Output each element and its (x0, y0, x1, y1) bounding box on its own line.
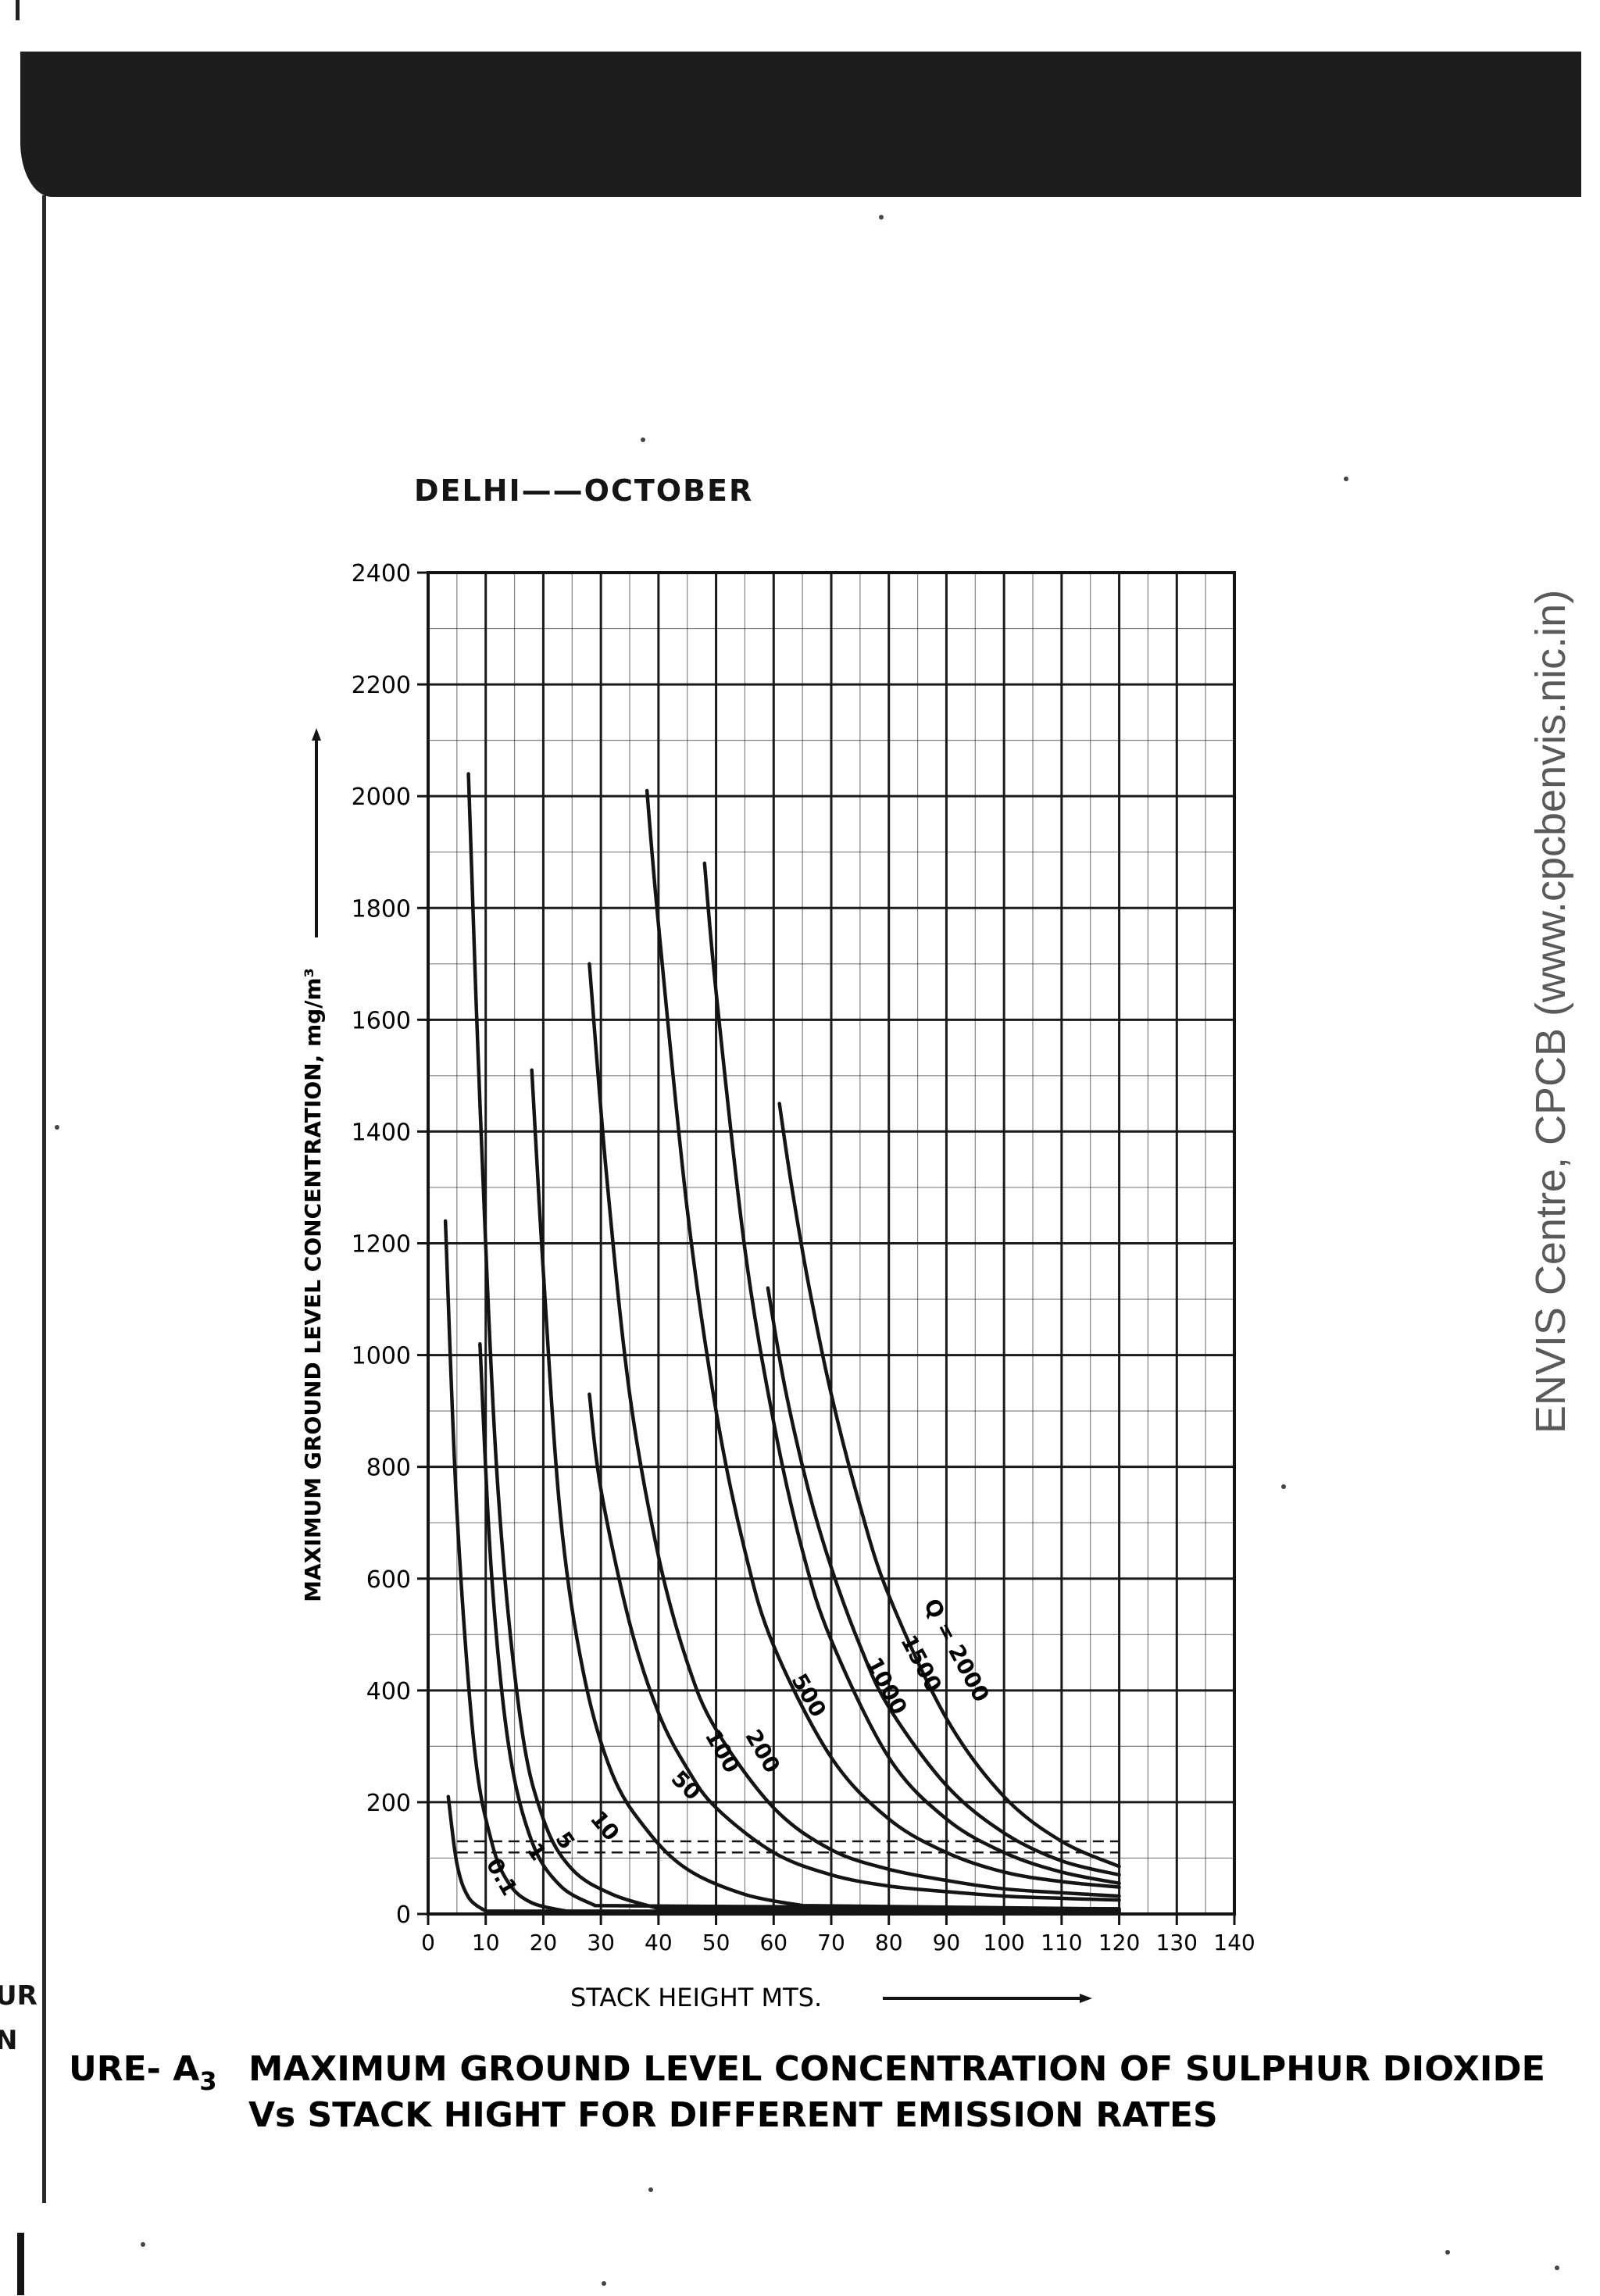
x-tick-label: 120 (1098, 1930, 1140, 1955)
curve-label: 50 (666, 1766, 706, 1805)
y-axis-label: MAXIMUM GROUND LEVEL CONCENTRATION, mg/m… (300, 968, 326, 1602)
side-text-fragment-2: N (0, 2025, 18, 2056)
y-tick-label: 0 (396, 1901, 411, 1929)
x-tick-label: 0 (421, 1930, 435, 1955)
x-axis-label: STACK HEIGHT MTS. (570, 1983, 822, 2012)
y-tick-label: 800 (366, 1455, 411, 1482)
x-tick-label: 20 (530, 1930, 558, 1955)
reference-lines (456, 1840, 1120, 1854)
x-tick-label: 30 (587, 1930, 615, 1955)
series-line-5 (478, 1342, 1121, 1911)
x-tick-label: 60 (759, 1930, 788, 1955)
scan-speck (1555, 2266, 1559, 2270)
scan-speck (602, 2281, 606, 2286)
x-tick-label: 90 (933, 1930, 961, 1955)
y-tick-label: 2400 (352, 560, 411, 587)
curve-label: 200 (740, 1725, 785, 1777)
scan-speck (1281, 1484, 1286, 1489)
series-line-10 (466, 772, 1121, 1912)
curve-label: 100 (700, 1725, 745, 1777)
y-tick-label: 1800 (352, 895, 411, 923)
caption-line-1: MAXIMUM GROUND LEVEL CONCENTRATION OF SU… (248, 2049, 1545, 2089)
left-margin-tick (17, 2233, 24, 2295)
series-line-1000 (702, 861, 1121, 1885)
series-line-1500 (766, 1286, 1121, 1877)
caption-subscript: 3 (199, 2066, 216, 2096)
scan-speck (1445, 2250, 1450, 2255)
x-tick-label: 140 (1213, 1930, 1255, 1955)
y-tick-label: 1600 (352, 1007, 411, 1034)
series-line-Q-2000 (777, 1102, 1121, 1869)
left-margin-rule (42, 195, 46, 2203)
curve-label: 500 (786, 1669, 831, 1722)
y-tick-label: 1000 (352, 1343, 411, 1370)
series-line-500 (645, 788, 1121, 1889)
x-tick-label: 80 (875, 1930, 903, 1955)
series-line-1 (443, 1219, 1121, 1914)
y-tick-label: 400 (366, 1678, 411, 1705)
caption-line-2: Vs STACK HIGHT FOR DIFFERENT EMISSION RA… (248, 2095, 1218, 2135)
scan-speck (55, 1125, 59, 1130)
y-tick-label: 1200 (352, 1231, 411, 1259)
x-tick-label: 50 (702, 1930, 730, 1955)
x-tick-label: 10 (472, 1930, 500, 1955)
scan-speck (1344, 477, 1348, 481)
series-lines (443, 772, 1121, 1914)
curve-label: 5 (550, 1827, 580, 1855)
y-tick-label: 1400 (352, 1119, 411, 1146)
y-tick-label: 200 (366, 1790, 411, 1817)
y-tick-label: 2000 (352, 784, 411, 811)
scan-speck (648, 2187, 653, 2192)
scan-speck (641, 437, 645, 442)
corner-mark (16, 0, 20, 20)
x-tick-label: 110 (1041, 1930, 1082, 1955)
x-tick-label: 100 (983, 1930, 1024, 1955)
curve-label: 1000 (861, 1653, 912, 1719)
scan-speck (879, 215, 884, 220)
axes: 0200400600800100012001400160018002000220… (352, 560, 1255, 1955)
y-tick-label: 2200 (352, 672, 411, 699)
top-scan-band (20, 52, 1581, 197)
series-line-200 (588, 962, 1121, 1898)
series-line-0-1 (446, 1794, 1121, 1914)
scan-speck (141, 2242, 145, 2247)
chart-subtitle: DELHI——OCTOBER (414, 473, 754, 508)
caption-prefix: URE- A3 (69, 2049, 217, 2096)
y-tick-label: 600 (366, 1566, 411, 1594)
x-tick-label: 70 (817, 1930, 845, 1955)
curve-label: 10 (585, 1806, 624, 1846)
x-tick-label: 130 (1156, 1930, 1198, 1955)
grid (427, 571, 1236, 1916)
x-tick-label: 40 (645, 1930, 673, 1955)
side-text-fragment-1: UR (0, 1980, 38, 2012)
series-line-50 (530, 1068, 1121, 1911)
series-line-100 (588, 1392, 1121, 1902)
